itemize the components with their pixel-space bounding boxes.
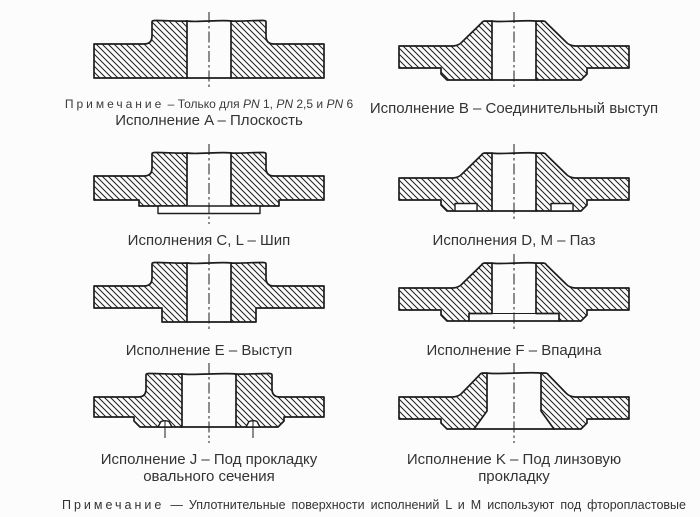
figure-dm-caption: Исполнения D, M – Паз (432, 232, 596, 249)
figure-j: Исполнение J – Под прокладку овального с… (8, 359, 410, 485)
figure-e: Исполнение E – Выступ (8, 250, 410, 360)
footnote: Примечание — Уплотнительные поверхности … (12, 497, 686, 517)
flange-section-e-spigot-drawing (93, 254, 325, 332)
figure-dm: Исполнения D, M – Паз (380, 140, 648, 250)
figure-b: Исполнение B – Соединительный выступ (370, 8, 658, 118)
figure-f-caption: Исполнение F – Впадина (426, 342, 602, 359)
groove-right (550, 202, 574, 212)
figure-e-caption: Исполнение E – Выступ (125, 342, 293, 359)
pn-symbol: PN (242, 97, 260, 111)
flange-section-cl-tongue-drawing (93, 144, 325, 224)
footnote-label: Примечание (62, 498, 165, 512)
figure-k-caption-line1: Исполнение K – Под линзовую (406, 451, 622, 468)
pn-symbol: PN (276, 97, 294, 111)
figure-a-note: Примечание – Только для PN 1, PN 2,5 и P… (65, 97, 353, 112)
flange-section-f-recess-drawing (398, 254, 630, 332)
pn-value-3: 6 (346, 97, 354, 111)
flange-section-a-flat-face-drawing (93, 12, 325, 88)
flange-section-dm-groove-drawing (398, 144, 630, 222)
figure-j-caption-line2: овального сечения (143, 468, 275, 485)
groove-left (454, 202, 478, 212)
figure-a-caption: Исполнение A – Плоскость (115, 112, 303, 129)
flange-section-j-oval-gasket-drawing (93, 363, 325, 443)
figure-cl: Исполнения C, L – Шип (8, 140, 410, 250)
figure-j-caption-line1: Исполнение J – Под прокладку (100, 451, 318, 468)
figure-row-3: Исполнение E – Выступ Исполнение F – Впа… (0, 250, 700, 359)
figure-b-caption: Исполнение B – Соединительный выступ (369, 100, 659, 117)
footnote-text: Уплотнительные поверхности исполнений L … (12, 498, 686, 517)
note-lead: Только для (177, 97, 240, 111)
note-dash: – (167, 97, 175, 111)
flange-section-b-raised-face-drawing (398, 12, 630, 90)
figure-row-4: Исполнение J – Под прокладку овального с… (0, 359, 700, 487)
figure-cl-caption: Исполнения C, L – Шип (127, 232, 291, 249)
figure-a: Примечание – Только для PN 1, PN 2,5 и P… (8, 8, 410, 130)
pn-value-2: 2,5 и (296, 97, 324, 111)
figure-row-2: Исполнения C, L – Шип Исполнения D, M – … (0, 140, 700, 250)
flange-section-k-lens-gasket-drawing (398, 363, 630, 443)
note-label: Примечание (64, 97, 165, 111)
figure-k: Исполнение K – Под линзовую прокладку (380, 359, 648, 485)
footnote-dash: — (170, 498, 183, 512)
figure-row-1: Примечание – Только для PN 1, PN 2,5 и P… (0, 8, 700, 140)
figure-k-caption-line2: прокладку (478, 468, 550, 485)
pn-symbol: PN (326, 97, 344, 111)
pn-value-1: 1, (263, 97, 274, 111)
figure-f: Исполнение F – Впадина (380, 250, 648, 360)
groove-centerlines (164, 421, 254, 438)
